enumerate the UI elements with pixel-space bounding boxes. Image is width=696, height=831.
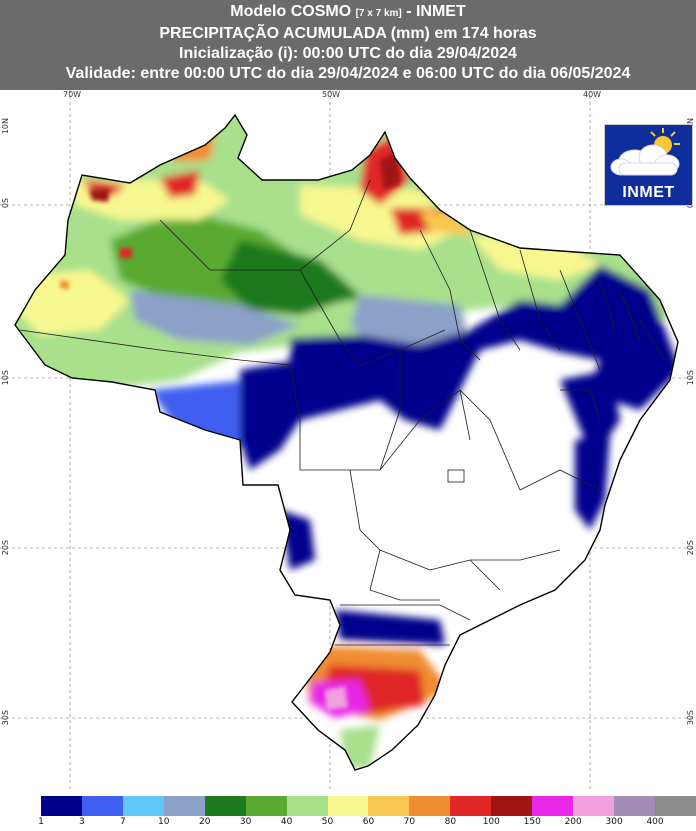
cloud-sun-icon [610, 128, 680, 176]
legend-tick-label: 10 [158, 817, 170, 827]
lat-label-right-20s: 20S [686, 540, 695, 556]
legend-tick-label: 200 [564, 817, 582, 827]
legend-swatch-1 [40, 796, 83, 816]
lat-label-right-10s: 10S [686, 370, 695, 386]
agency-suffix: - INMET [406, 3, 466, 20]
precipitation-map: 70W 50W 40W 10N 0S 10S 20S 30S 10N 0S 10… [0, 90, 696, 790]
validity-period: Validade: entre 00:00 UTC do dia 29/04/2… [65, 65, 631, 82]
legend-swatch-11 [450, 796, 492, 816]
logo-text: INMET [622, 184, 675, 201]
legend-tick-label: 70 [403, 817, 416, 827]
legend-swatch-3 [122, 796, 165, 816]
lon-label-40w: 40W [583, 90, 602, 99]
lat-label-left-10n: 10N [1, 118, 10, 135]
legend-swatch-8 [327, 796, 369, 816]
legend-tick-label: 20 [198, 817, 211, 827]
country-outline [14, 113, 679, 771]
legend-swatch-7 [286, 796, 329, 816]
legend-swatch-9 [368, 796, 410, 816]
legend-swatch-0 [0, 796, 42, 816]
lon-label-70w: 70W [63, 90, 82, 99]
lat-label-left-30s: 30S [1, 710, 10, 726]
lat-label-left-0s: 0S [1, 198, 10, 209]
legend-tick-label: 50 [321, 817, 334, 827]
legend-swatch-15 [614, 796, 656, 816]
legend-tick-label: 300 [605, 817, 623, 827]
lat-label-left-10s: 10S [1, 370, 10, 386]
legend-swatch-10 [409, 796, 451, 816]
legend-swatch-16 [655, 796, 696, 816]
legend-tick-label: 30 [239, 817, 252, 827]
map-header: Modelo COSMO [7 x 7 km] - INMET PRECIPIT… [0, 0, 696, 90]
legend-swatch-12 [491, 796, 533, 816]
legend-swatch-14 [573, 796, 615, 816]
map-canvas [0, 90, 696, 790]
legend-tick-label: 3 [79, 817, 85, 827]
model-name: Modelo COSMO [230, 3, 352, 20]
lat-label-left-20s: 20S [1, 540, 10, 556]
init-time: Inicialização (i): 00:00 UTC do dia 29/0… [179, 45, 517, 62]
legend-swatch-5 [204, 796, 247, 816]
lon-label-50w: 50W [322, 90, 341, 99]
legend-tick-label: 100 [482, 817, 500, 827]
legend-swatch-13 [532, 796, 574, 816]
map-title: PRECIPITAÇÃO ACUMULADA (mm) em 174 horas [159, 25, 537, 42]
model-resolution: [7 x 7 km] [355, 8, 402, 19]
precipitation-field [15, 115, 678, 770]
inmet-logo: INMET [604, 124, 693, 206]
legend-tick-label: 1 [38, 817, 44, 827]
legend-tick-label: 150 [523, 817, 541, 827]
legend-swatch-4 [163, 796, 206, 816]
legend-swatch-2 [81, 796, 124, 816]
legend-tick-label: 60 [362, 817, 375, 827]
precipitation-legend: 1 3 7 10 20 30 40 50 60 70 80 100 150 200 300 400 [0, 796, 696, 831]
legend-tick-label: 7 [119, 817, 126, 827]
legend-tick-label: 400 [646, 817, 664, 827]
legend-tick-label: 80 [444, 817, 457, 827]
state-boundaries [19, 179, 666, 646]
legend-swatch-6 [245, 796, 288, 816]
legend-tick-label: 40 [280, 817, 293, 827]
lat-label-right-30s: 30S [686, 710, 695, 726]
model-line: Modelo COSMO [7 x 7 km] - INMET [0, 2, 696, 24]
